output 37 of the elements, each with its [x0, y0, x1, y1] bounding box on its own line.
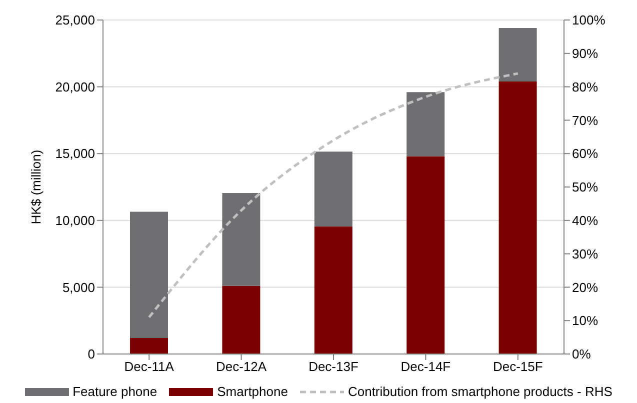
y2-tick-label: 0% — [572, 346, 592, 362]
x-tick-label: Dec-11A — [124, 359, 174, 374]
y-axis-title: HK$ (million) — [28, 150, 44, 224]
y2-tick-label: 30% — [572, 246, 598, 262]
bar — [314, 152, 352, 226]
x-tick-label: Dec-15F — [492, 359, 543, 374]
y-tick-label: 15,000 — [55, 146, 95, 162]
y-tick-label: 20,000 — [55, 79, 95, 94]
bar — [130, 212, 168, 338]
bar — [222, 193, 260, 286]
y2-tick-label: 10% — [572, 313, 598, 328]
bar — [222, 286, 260, 354]
y2-tick-label: 80% — [572, 79, 598, 94]
legend-label: Contribution from smartphone products - RHS — [346, 384, 612, 399]
y2-tick-label: 20% — [572, 280, 598, 295]
y2-tick-label: 100% — [572, 12, 606, 28]
y2-tick-label: 90% — [572, 46, 598, 62]
y-tick-label: 0 — [88, 346, 95, 362]
y-tick-label: 5,000 — [62, 280, 95, 295]
bar — [498, 28, 537, 82]
bar — [130, 338, 168, 354]
y-tick-label: 10,000 — [55, 213, 95, 228]
bar — [406, 156, 445, 354]
bar — [314, 226, 352, 354]
y2-tick-label: 60% — [572, 146, 598, 162]
bar — [406, 92, 445, 156]
bar — [498, 81, 537, 354]
y2-tick-label: 40% — [572, 213, 598, 228]
y2-tick-label: 70% — [572, 112, 598, 128]
legend-label: Smartphone — [216, 384, 288, 399]
x-tick-label: Dec-13F — [308, 359, 358, 374]
x-tick-label: Dec-12A — [216, 359, 267, 374]
y-tick-label: 25,000 — [55, 12, 95, 28]
legend-label: Feature phone — [72, 384, 158, 399]
line-series — [148, 72, 520, 319]
y2-tick-label: 50% — [572, 180, 598, 195]
x-tick-label: Dec-14F — [400, 359, 451, 374]
